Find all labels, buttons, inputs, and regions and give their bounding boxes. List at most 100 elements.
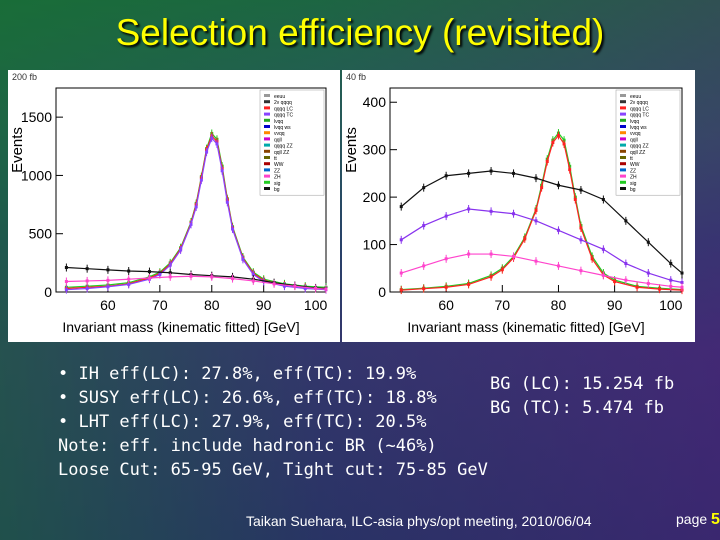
data-point — [231, 277, 235, 281]
page-label: page — [676, 511, 708, 527]
x-tick-label: 80 — [551, 297, 567, 313]
data-point — [624, 262, 628, 266]
data-point — [523, 237, 527, 241]
data-point — [64, 266, 68, 270]
line-ih: • IH eff(LC): 27.8%, eff(TC): 19.9% — [58, 364, 417, 384]
data-point — [189, 274, 193, 278]
legend-swatch — [264, 168, 270, 172]
data-point — [512, 254, 516, 258]
legend-swatch — [620, 187, 626, 190]
legend-swatch — [264, 187, 270, 190]
data-point — [127, 269, 131, 273]
legend-swatch — [264, 94, 270, 97]
legend-entry: ννqq — [274, 131, 285, 137]
data-point — [551, 141, 555, 145]
legend-swatch — [264, 106, 270, 110]
chart-left-panel: 200 fb 0 500 1000 1500 60 70 80 90 100 Invariant m… — [8, 70, 340, 342]
data-point — [127, 282, 131, 286]
plot-frame — [389, 87, 683, 293]
data-point — [646, 271, 650, 275]
y-axis-label: Events — [343, 127, 360, 173]
data-point — [147, 276, 151, 280]
legend-entry: ZH — [274, 175, 281, 181]
data-point — [601, 273, 605, 277]
x-tick-label: 100 — [304, 297, 328, 313]
data-point — [199, 178, 203, 182]
data-point — [601, 247, 605, 251]
legend-entry: ZZ — [630, 168, 636, 174]
legend-box — [615, 89, 681, 196]
data-point — [64, 288, 68, 292]
data-point — [220, 169, 224, 173]
x-tick-label: 70 — [152, 297, 168, 313]
legend-swatch — [620, 168, 626, 172]
data-point — [147, 270, 151, 274]
data-point — [613, 280, 617, 284]
data-point — [444, 285, 448, 289]
data-point — [314, 287, 318, 291]
data-point — [669, 284, 673, 288]
data-point — [590, 257, 594, 261]
legend-entry: ννqq — [630, 131, 641, 137]
data-point — [399, 288, 403, 292]
line-lht: • LHT eff(LC): 27.9%, eff(TC): 20.5% — [58, 412, 427, 432]
x-tick-label: 80 — [204, 297, 220, 313]
legend-entry: lνqq — [630, 119, 639, 125]
data-point — [579, 269, 583, 273]
y-tick-label: 100 — [363, 237, 387, 253]
data-point — [489, 275, 493, 279]
legend-swatch — [264, 112, 270, 116]
x-axis-label: Invariant mass (kinematic fitted) [GeV] — [407, 319, 644, 335]
data-point — [158, 273, 162, 277]
legend-entry: qqll ZZ — [630, 150, 645, 156]
chart-right-panel: 40 fb 0 100 200 300 400 60 70 80 90 100 Invariant m… — [342, 70, 695, 342]
y-tick-label: 200 — [363, 189, 387, 205]
legend-entry: qqqq TC — [274, 113, 293, 119]
legend-swatch — [620, 143, 626, 147]
chart-left: 200 fb 0 500 1000 1500 60 70 80 90 100 Invariant m… — [9, 72, 328, 335]
data-point — [106, 285, 110, 289]
x-axis-label: Invariant mass (kinematic fitted) [GeV] — [62, 319, 299, 335]
legend-entry: lνqq — [274, 119, 283, 125]
data-point — [231, 227, 235, 231]
legend-entry: qqqq ZZ — [630, 144, 649, 150]
legend-entry: bg — [630, 187, 636, 193]
chart-right: 40 fb 0 100 200 300 400 60 70 80 90 100 Invariant m… — [343, 72, 684, 335]
data-point — [573, 197, 577, 201]
legend-entry: bg — [274, 187, 280, 193]
data-point — [467, 171, 471, 175]
data-point — [422, 287, 426, 291]
data-point — [444, 257, 448, 261]
legend-swatch — [620, 118, 626, 122]
legend-swatch — [620, 106, 626, 110]
legend-swatch — [620, 112, 626, 116]
legend-swatch — [264, 180, 270, 184]
line-note: Note: eff. include hadronic BR (~46%) — [58, 436, 437, 456]
data-point — [680, 271, 684, 275]
efficiency-text: • IH eff(LC): 27.8%, eff(TC): 19.9% • SU… — [58, 362, 488, 482]
page-number: 5 — [711, 511, 720, 528]
data-point — [556, 264, 560, 268]
data-point — [106, 268, 110, 272]
data-point — [467, 282, 471, 286]
data-point — [399, 271, 403, 275]
data-point — [635, 285, 639, 289]
data-point — [579, 238, 583, 242]
y-axis-label: Events — [9, 127, 26, 173]
data-point — [324, 287, 328, 291]
data-point — [168, 263, 172, 267]
legend-entry: lνqq ws — [274, 125, 291, 131]
data-point — [680, 285, 684, 289]
legend-swatch — [620, 180, 626, 184]
data-point — [646, 281, 650, 285]
data-point — [489, 252, 493, 256]
legend-entry: eeuu — [274, 94, 285, 100]
data-point — [489, 169, 493, 173]
data-point — [210, 275, 214, 279]
data-point — [168, 271, 172, 275]
legend-swatch — [620, 100, 626, 104]
data-point — [127, 277, 131, 281]
legend-swatch — [264, 174, 270, 178]
corner-label: 40 fb — [346, 72, 366, 82]
legend-swatch — [264, 118, 270, 122]
